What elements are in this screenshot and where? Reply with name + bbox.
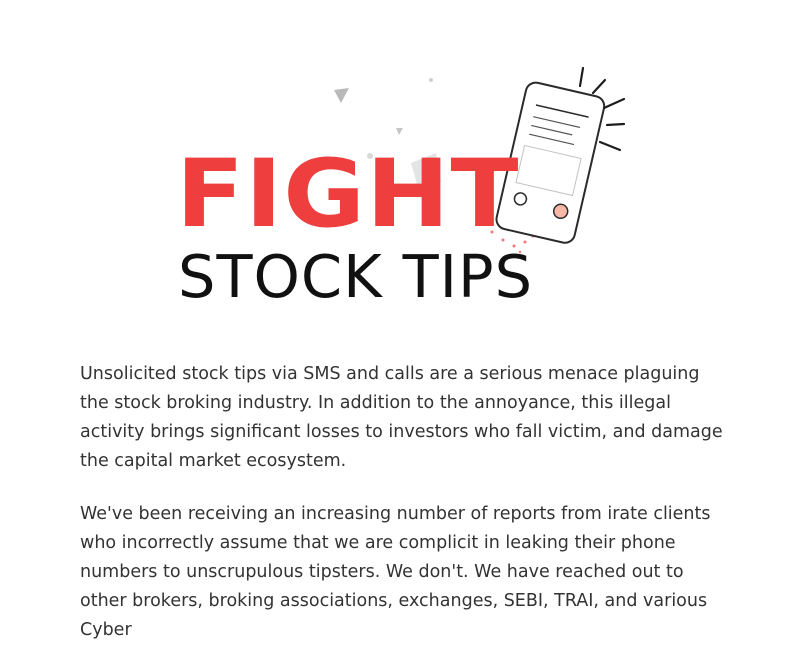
decor-dot bbox=[367, 153, 373, 159]
decor-dot bbox=[429, 78, 433, 82]
decor-triangle bbox=[411, 153, 441, 188]
decor-triangle bbox=[396, 128, 403, 135]
phone-icon bbox=[495, 81, 606, 244]
logo-title-stock-tips: STOCK TIPS bbox=[178, 242, 534, 311]
logo-illustration bbox=[334, 66, 626, 254]
article-paragraph-2: We've been receiving an increasing numbe… bbox=[80, 504, 711, 640]
decor-triangle bbox=[334, 88, 349, 103]
article-body: Unsolicited stock tips via SMS and calls… bbox=[80, 360, 725, 669]
ringing-lines-icon bbox=[578, 66, 626, 152]
article-paragraph-1: Unsolicited stock tips via SMS and calls… bbox=[80, 364, 723, 471]
hero-banner: FIGHT STOCK TIPS bbox=[176, 66, 626, 311]
logo-title-fight: FIGHT bbox=[176, 140, 520, 249]
